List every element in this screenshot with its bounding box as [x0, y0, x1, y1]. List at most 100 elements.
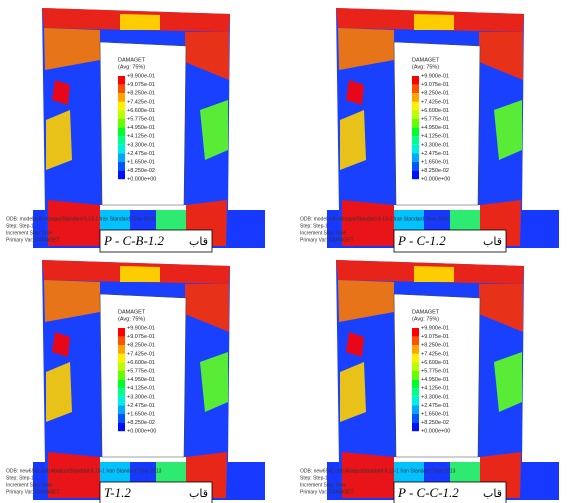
legend-value: +7.425e-01 — [127, 351, 155, 357]
damage-zone — [338, 28, 394, 70]
damage-zone — [340, 110, 366, 170]
legend-value: +1.650e-01 — [127, 159, 155, 165]
legend-swatch — [118, 170, 125, 180]
caption-box — [99, 481, 213, 503]
footer-text: Primary Var: DAMAGET — [300, 489, 354, 495]
legend-value: +9.075e-01 — [127, 82, 155, 88]
legend-swatch — [412, 362, 419, 371]
legend-title: DAMAGET — [412, 309, 440, 315]
legend-value: +8.250e-02 — [421, 420, 449, 426]
legend-swatch — [118, 414, 125, 423]
legend-title: DAMAGET — [118, 309, 146, 315]
damage-zone — [44, 280, 100, 322]
legend-swatch — [118, 127, 125, 137]
legend-value: +8.250e-01 — [421, 91, 449, 97]
legend-value: +4.125e-01 — [421, 386, 449, 392]
legend-value: +8.250e-01 — [127, 91, 155, 97]
legend-swatch — [118, 388, 125, 397]
legend-value: +4.125e-01 — [127, 134, 155, 140]
footer-text: ODB: model.odb Abaqus/Standard 6.13-1 Ir… — [6, 216, 155, 222]
damage-zone — [346, 80, 364, 105]
legend-swatch — [412, 328, 419, 337]
caption-prefix: قاب — [483, 487, 502, 500]
legend-swatch — [412, 379, 419, 389]
legend-swatch — [412, 162, 419, 171]
legend-title: DAMAGET — [118, 57, 146, 63]
legend-value: +2.475e-01 — [421, 403, 449, 409]
legend-swatch — [118, 136, 125, 145]
legend-swatch — [118, 345, 125, 354]
panel: DAMAGET(Avg: 75%) +9.900e-01 +9.075e-01 +8.… — [300, 8, 559, 253]
damage-zone — [120, 266, 160, 282]
caption: P - C-1.2 — [397, 233, 446, 248]
legend-swatch — [412, 405, 419, 414]
legend-swatch — [118, 353, 125, 363]
legend-value: +4.950e-01 — [127, 125, 155, 131]
legend-swatch — [118, 336, 125, 346]
caption-box — [393, 229, 507, 253]
caption: T-1.2 — [104, 485, 131, 500]
legend-value: +0.000e+00 — [421, 429, 450, 435]
legend-swatch — [412, 101, 419, 111]
legend-value: +4.950e-01 — [127, 377, 155, 383]
legend-swatch — [118, 144, 125, 154]
legend-value: +9.075e-01 — [127, 334, 155, 340]
legend-value: +1.650e-01 — [421, 159, 449, 165]
legend-swatch — [412, 144, 419, 154]
legend-swatch — [412, 76, 419, 85]
legend-value: +3.300e-01 — [127, 142, 155, 148]
panel: DAMAGET(Avg: 75%) +9.900e-01 +9.075e-01 +8.… — [300, 260, 559, 503]
caption: P - C-B-1.2 — [103, 233, 165, 248]
damage-zone — [342, 200, 394, 246]
legend-swatch — [412, 153, 419, 162]
legend-swatch — [412, 127, 419, 137]
legend-value: +2.475e-01 — [127, 151, 155, 157]
legend-value: +1.650e-01 — [421, 411, 449, 417]
legend-value: +5.775e-01 — [421, 116, 449, 122]
legend-value: +0.000e+00 — [421, 177, 450, 183]
footer-text: Step: Step-1 — [300, 475, 328, 481]
legend-swatch — [412, 396, 419, 406]
legend-value: +4.950e-01 — [421, 377, 449, 383]
legend-value: +7.425e-01 — [421, 99, 449, 105]
footer-text: Increment Step Time — [300, 482, 346, 488]
damage-zone — [342, 452, 394, 498]
legend-swatch — [118, 153, 125, 162]
legend-swatch — [118, 379, 125, 389]
legend-value: +9.075e-01 — [421, 334, 449, 340]
legend-value: +3.300e-01 — [127, 394, 155, 400]
legend-value: +4.125e-01 — [127, 386, 155, 392]
legend-value: +9.900e-01 — [421, 73, 449, 79]
footer-text: ODB: model.odb Abaqus/Standard 6.13-1 Ir… — [300, 216, 449, 222]
legend-swatch — [118, 422, 125, 432]
legend-value: +6.600e-01 — [127, 360, 155, 366]
legend-subtitle: (Avg: 75%) — [412, 316, 439, 322]
legend-value: +9.900e-01 — [127, 325, 155, 331]
legend-value: +3.300e-01 — [421, 394, 449, 400]
legend-swatch — [412, 93, 419, 102]
legend-swatch — [412, 110, 419, 119]
damage-zone — [200, 100, 228, 160]
legend-value: +9.075e-01 — [421, 82, 449, 88]
legend-swatch — [118, 93, 125, 102]
legend-swatch — [118, 119, 125, 128]
legend-swatch — [118, 110, 125, 119]
legend-value: +8.250e-01 — [421, 343, 449, 349]
footer-text: Increment Step Time — [6, 230, 52, 236]
footer-text: Primary Var: DAMAGET — [300, 237, 354, 243]
legend-value: +6.600e-01 — [127, 108, 155, 114]
legend-value: +6.600e-01 — [421, 108, 449, 114]
legend-value: +6.600e-01 — [421, 360, 449, 366]
legend-value: +1.650e-01 — [127, 411, 155, 417]
legend-swatch — [412, 119, 419, 128]
damage-zone — [414, 14, 454, 30]
damage-zone — [185, 284, 229, 332]
legend-swatch — [412, 84, 419, 94]
damage-zone — [494, 352, 522, 412]
panel: DAMAGET(Avg: 75%) +9.900e-01 +9.075e-01 +8.… — [6, 8, 265, 253]
legend-swatch — [118, 101, 125, 111]
footer-text: Step: Step-1 — [300, 223, 328, 229]
damage-zone — [46, 362, 72, 422]
damage-zone — [340, 362, 366, 422]
